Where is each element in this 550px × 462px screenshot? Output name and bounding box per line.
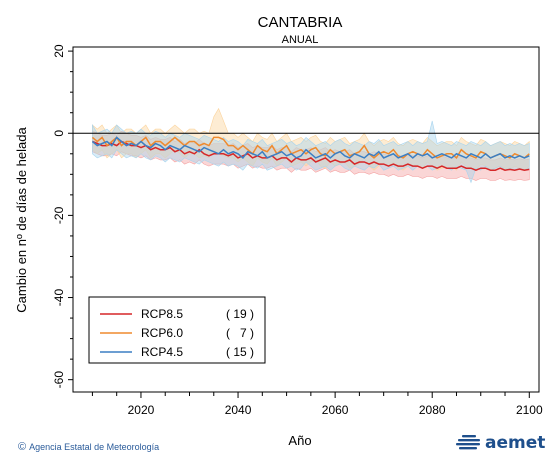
line-rcp60 xyxy=(91,136,530,160)
x-axis-label: Año xyxy=(288,433,311,448)
legend-count: ( 7 ) xyxy=(226,326,254,340)
x-tick-label: 2100 xyxy=(516,403,543,417)
plot-frame xyxy=(72,46,540,393)
y-tick-label: 20 xyxy=(52,44,66,58)
x-tick-label: 2040 xyxy=(225,403,252,417)
chart-title: CANTABRIA xyxy=(258,14,343,31)
agency-credit: © Agencia Estatal de Meteorología xyxy=(18,441,159,453)
y-axis-label: Cambio en nº de días de helada xyxy=(14,127,29,313)
x-tick-label: 2020 xyxy=(128,403,155,417)
x-axis: 2020 2040 2060 2080 2100 xyxy=(91,392,543,417)
x-tick-label: 2060 xyxy=(322,403,349,417)
copyright-icon: © xyxy=(18,441,27,453)
legend-label: RCP4.5 xyxy=(141,345,183,359)
legend-label: RCP8.5 xyxy=(141,307,183,321)
agency-name: Agencia Estatal de Meteorología xyxy=(29,442,160,452)
line-rcp45 xyxy=(91,136,530,159)
aemet-logo-icon xyxy=(456,435,480,450)
legend: RCP8.5 ( 19 ) RCP6.0 ( 7 ) RCP4.5 ( 15 ) xyxy=(88,296,266,364)
y-tick-label: -20 xyxy=(52,206,66,224)
series-lines xyxy=(91,136,530,172)
aemet-logo-text: aemet xyxy=(485,433,546,453)
y-tick-label: -60 xyxy=(52,371,66,389)
uncertainty-bands xyxy=(92,107,530,184)
band-rcp85 xyxy=(92,130,530,181)
legend-count: ( 19 ) xyxy=(226,307,254,321)
chart-subtitle: ANUAL xyxy=(282,34,319,46)
y-axis: 20 0 -20 -40 -60 xyxy=(52,44,73,388)
legend-label: RCP6.0 xyxy=(141,326,183,340)
x-tick-label: 2080 xyxy=(419,403,446,417)
legend-count: ( 15 ) xyxy=(226,345,254,359)
aemet-logo: aemet xyxy=(456,432,545,454)
y-tick-label: 0 xyxy=(52,130,66,137)
y-tick-label: -40 xyxy=(52,289,66,307)
